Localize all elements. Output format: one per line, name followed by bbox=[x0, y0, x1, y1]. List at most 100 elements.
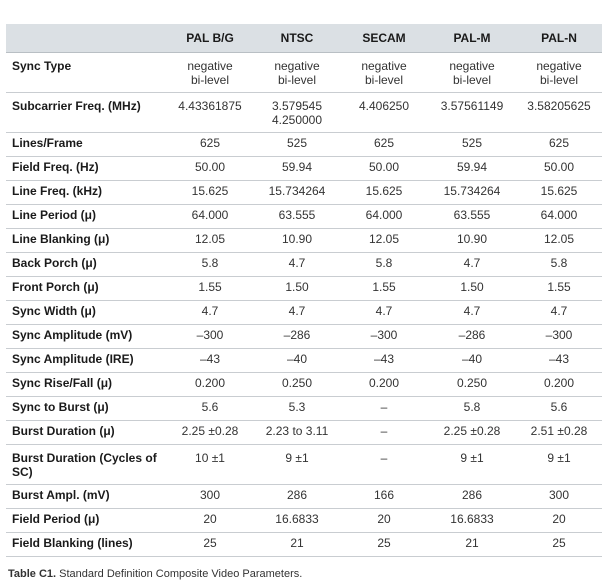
value-cell: 4.7 bbox=[428, 300, 516, 325]
table-row: Lines/Frame 625 525 625 525 625 bbox=[6, 132, 602, 157]
table-row: Front Porch (μ) 1.55 1.50 1.55 1.50 1.55 bbox=[6, 276, 602, 301]
value-text: –300 bbox=[196, 328, 224, 342]
value-text: 20 bbox=[552, 512, 566, 526]
value-text: 625 bbox=[199, 136, 221, 150]
value-cell: 64.000 bbox=[340, 204, 428, 229]
value-text: 2.23 to 3.11 bbox=[265, 424, 329, 438]
value-text: 9 ±1 bbox=[285, 451, 309, 465]
value-cell: –286 bbox=[428, 324, 516, 349]
value-text: 16.6833 bbox=[450, 512, 494, 526]
value-cell: 10 ±1 bbox=[166, 444, 254, 485]
value-text: 2.25 ±0.28 bbox=[181, 424, 239, 438]
table-body: Sync Type negative bi-level negative bi-leve… bbox=[6, 52, 602, 557]
value-cell: 4.7 bbox=[254, 300, 340, 325]
value-cell: 15.625 bbox=[516, 180, 602, 205]
value-cell: 1.55 bbox=[516, 276, 602, 301]
value-text: 166 bbox=[373, 488, 395, 502]
parameter-name: Line Period (μ) bbox=[6, 204, 166, 229]
value-text: 2.51 ±0.28 bbox=[530, 424, 588, 438]
value-text: 0.250 bbox=[281, 376, 313, 390]
value-text: 64.000 bbox=[191, 208, 229, 222]
value-text: 4.7 bbox=[375, 304, 393, 318]
table-row: Field Period (μ) 20 16.6833 20 16.6833 20 bbox=[6, 508, 602, 533]
value-text: 21 bbox=[290, 536, 304, 550]
value-text: 15.734264 bbox=[443, 184, 501, 198]
value-cell: –40 bbox=[254, 348, 340, 373]
table-row: Sync to Burst (μ) 5.6 5.3 – 5.8 5.6 bbox=[6, 396, 602, 421]
value-text: 5.8 bbox=[375, 256, 393, 270]
value-cell: 1.55 bbox=[340, 276, 428, 301]
column-header: PAL-M bbox=[428, 24, 516, 53]
parameter-name: Back Porch (μ) bbox=[6, 252, 166, 277]
value-text: – bbox=[380, 451, 388, 465]
value-text: 300 bbox=[548, 488, 570, 502]
table-row: Field Freq. (Hz) 50.00 59.94 50.00 59.94 50.0… bbox=[6, 156, 602, 181]
value-cell: 1.55 bbox=[166, 276, 254, 301]
value-text: 3.58205625 bbox=[527, 99, 591, 113]
value-text: –286 bbox=[458, 328, 486, 342]
parameter-name: Sync Width (μ) bbox=[6, 300, 166, 325]
value-text: negative bbox=[187, 59, 233, 73]
value-cell: 0.200 bbox=[166, 372, 254, 397]
value-text: 63.555 bbox=[453, 208, 491, 222]
table-row: Subcarrier Freq. (MHz) 4.43361875 3.579545… bbox=[6, 92, 602, 133]
table-row: Line Blanking (μ) 12.05 10.90 12.05 10.90 12.… bbox=[6, 228, 602, 253]
value-cell: 4.406250 bbox=[340, 92, 428, 133]
value-text: 12.05 bbox=[543, 232, 575, 246]
value-cell: –43 bbox=[166, 348, 254, 373]
value-text: 525 bbox=[286, 136, 308, 150]
value-text: 1.50 bbox=[285, 280, 309, 294]
value-cell: 5.8 bbox=[428, 396, 516, 421]
value-cell: 625 bbox=[516, 132, 602, 157]
value-cell: 4.7 bbox=[166, 300, 254, 325]
value-cell: 15.625 bbox=[166, 180, 254, 205]
value-text: 25 bbox=[377, 536, 391, 550]
value-cell: 15.734264 bbox=[428, 180, 516, 205]
value-cell: 12.05 bbox=[166, 228, 254, 253]
value-text: bi-level bbox=[539, 73, 578, 87]
value-text: negative bbox=[274, 59, 320, 73]
value-cell: 625 bbox=[166, 132, 254, 157]
value-cell: 10.90 bbox=[428, 228, 516, 253]
value-text: 9 ±1 bbox=[460, 451, 484, 465]
value-cell: 1.50 bbox=[254, 276, 340, 301]
value-cell: – bbox=[340, 396, 428, 421]
column-header: PAL B/G bbox=[166, 24, 254, 53]
parameter-name: Front Porch (μ) bbox=[6, 276, 166, 301]
value-cell: 2.25 ±0.28 bbox=[166, 420, 254, 445]
value-text: –43 bbox=[548, 352, 570, 366]
value-text: 50.00 bbox=[368, 160, 400, 174]
value-text: 525 bbox=[461, 136, 483, 150]
parameter-name: Sync to Burst (μ) bbox=[6, 396, 166, 421]
value-cell: 3.579545 4.250000 bbox=[254, 92, 340, 133]
value-text: –43 bbox=[199, 352, 221, 366]
value-cell: 21 bbox=[254, 532, 340, 557]
value-text: 0.200 bbox=[194, 376, 226, 390]
value-text: 10 ±1 bbox=[195, 451, 225, 465]
value-text: 5.8 bbox=[463, 400, 481, 414]
value-cell: 286 bbox=[254, 484, 340, 509]
value-cell: –300 bbox=[516, 324, 602, 349]
value-text: 4.7 bbox=[550, 304, 568, 318]
value-cell: 21 bbox=[428, 532, 516, 557]
value-text: 3.57561149 bbox=[440, 99, 504, 113]
table-row: Burst Ampl. (mV) 300 286 166 286 300 bbox=[6, 484, 602, 509]
value-text: 15.625 bbox=[365, 184, 403, 198]
value-text: 4.7 bbox=[288, 304, 306, 318]
table-row: Line Freq. (kHz) 15.625 15.734264 15.625 15.… bbox=[6, 180, 602, 205]
parameter-name: Subcarrier Freq. (MHz) bbox=[6, 92, 166, 133]
value-cell: 525 bbox=[428, 132, 516, 157]
value-text: 1.50 bbox=[460, 280, 484, 294]
value-cell: 59.94 bbox=[254, 156, 340, 181]
value-cell: 25 bbox=[166, 532, 254, 557]
value-cell: 625 bbox=[340, 132, 428, 157]
value-cell: negative bi-level bbox=[428, 52, 516, 93]
value-cell: 5.6 bbox=[516, 396, 602, 421]
value-text: – bbox=[380, 424, 388, 438]
value-cell: negative bi-level bbox=[166, 52, 254, 93]
value-text: 20 bbox=[203, 512, 217, 526]
value-cell: 4.7 bbox=[254, 252, 340, 277]
value-text: 286 bbox=[461, 488, 483, 502]
value-cell: 16.6833 bbox=[254, 508, 340, 533]
value-cell: –286 bbox=[254, 324, 340, 349]
